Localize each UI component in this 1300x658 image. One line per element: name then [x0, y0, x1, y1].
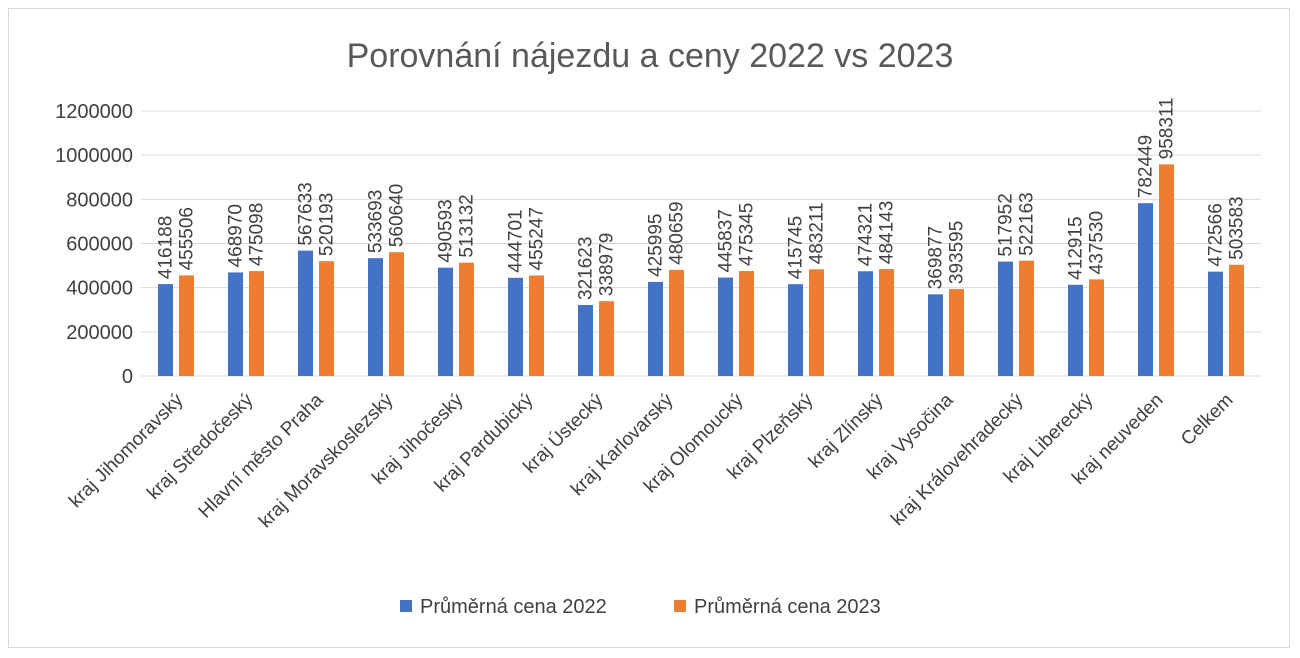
bar-2023	[809, 269, 824, 376]
data-label: 412915	[1066, 216, 1087, 279]
y-tick-label: 0	[122, 366, 133, 388]
bar-2023	[1159, 164, 1174, 376]
data-label: 567633	[296, 182, 317, 245]
bar-2022	[648, 281, 663, 376]
x-category-label: Hlavní město Praha	[195, 389, 328, 522]
data-label: 338979	[597, 233, 618, 296]
y-tick-label: 1200000	[55, 101, 133, 123]
legend-label-2022: Průměrná cena 2022	[420, 596, 607, 618]
data-label: 490593	[436, 199, 457, 262]
bar-2022	[438, 267, 453, 376]
bar-2022	[158, 284, 173, 376]
legend-label-2023: Průměrná cena 2023	[694, 596, 881, 618]
bar-2023	[949, 289, 964, 376]
bar-2023	[389, 252, 404, 376]
data-label: 520193	[317, 193, 338, 256]
data-label: 472566	[1206, 203, 1227, 266]
data-label: 415745	[786, 216, 807, 279]
y-tick-label: 600000	[66, 234, 133, 256]
bar-2023	[459, 262, 474, 376]
y-tick-label: 400000	[66, 278, 133, 300]
bar-2022	[578, 304, 593, 376]
data-label: 782449	[1136, 135, 1157, 198]
data-label: 455247	[527, 207, 548, 270]
bar-2023	[1089, 279, 1104, 376]
data-label: 475098	[247, 203, 268, 266]
x-category-label: kraj Jihomoravský	[65, 389, 188, 512]
data-label: 475345	[737, 203, 758, 266]
data-label: 522163	[1017, 192, 1038, 255]
data-label: 445837	[716, 209, 737, 272]
data-label: 560640	[387, 184, 408, 247]
data-label: 483211	[807, 202, 828, 264]
bar-2022	[508, 277, 523, 376]
bar-2022	[228, 272, 243, 376]
bar-2022	[368, 258, 383, 376]
bar-2023	[179, 275, 194, 376]
x-category-label: Celkem	[1177, 390, 1237, 450]
bar-2023	[529, 275, 544, 376]
data-label: 416188	[156, 216, 177, 279]
bar-2023	[739, 271, 754, 376]
bar-2022	[718, 277, 733, 376]
data-label: 484143	[877, 201, 898, 264]
data-label: 425995	[646, 214, 667, 277]
data-label: 444701	[506, 209, 527, 272]
legend-swatch-2023	[674, 600, 686, 612]
y-axis-ticks: 0 200000 400000 600000 800000 1000000 1200000	[55, 101, 133, 388]
data-label: 455506	[177, 207, 198, 270]
bar-2022	[928, 294, 943, 376]
bar-2023	[1019, 260, 1034, 376]
legend: Průměrná cena 2022 Průměrná cena 2023	[400, 596, 881, 618]
data-label: 480659	[667, 201, 688, 264]
bar-2022	[1208, 271, 1223, 376]
chart-title: Porovnání nájezdu a ceny 2022 vs 2023	[347, 37, 954, 75]
bar-2023	[319, 261, 334, 376]
data-labels: 416188 455506 468970 475098 567633 520193 5336…	[156, 97, 1248, 300]
data-label: 369877	[926, 226, 947, 289]
data-label: 517952	[996, 193, 1017, 256]
data-label: 321623	[576, 237, 597, 300]
bar-2022	[788, 284, 803, 376]
data-label: 958311	[1157, 97, 1178, 159]
data-label: 393595	[947, 221, 968, 284]
bar-2022	[858, 271, 873, 376]
data-label: 503583	[1227, 196, 1248, 259]
data-label: 468970	[226, 204, 247, 267]
data-label: 474321	[856, 203, 877, 266]
y-tick-label: 1000000	[55, 145, 133, 167]
chart-frame: Porovnání nájezdu a ceny 2022 vs 2023 0 2…	[8, 8, 1290, 648]
legend-swatch-2022	[400, 600, 412, 612]
bar-2022	[998, 261, 1013, 376]
bar-2022	[1138, 203, 1153, 376]
bars	[158, 164, 1244, 376]
y-tick-label: 800000	[66, 189, 133, 211]
bar-2022	[298, 250, 313, 376]
data-label: 437530	[1087, 211, 1108, 274]
bar-2023	[1229, 264, 1244, 376]
x-category-label: kraj Moravskoslezský	[255, 389, 398, 532]
data-label: 513132	[457, 194, 478, 257]
bar-chart: Porovnání nájezdu a ceny 2022 vs 2023 0 2…	[55, 37, 1261, 618]
y-tick-label: 200000	[66, 322, 133, 344]
bar-2023	[879, 269, 894, 376]
data-label: 533693	[366, 190, 387, 253]
bar-2023	[669, 269, 684, 376]
bar-2023	[599, 301, 614, 376]
x-category-label: kraj Královehradecký	[887, 389, 1028, 530]
bar-2023	[249, 271, 264, 376]
bar-2022	[1068, 284, 1083, 376]
